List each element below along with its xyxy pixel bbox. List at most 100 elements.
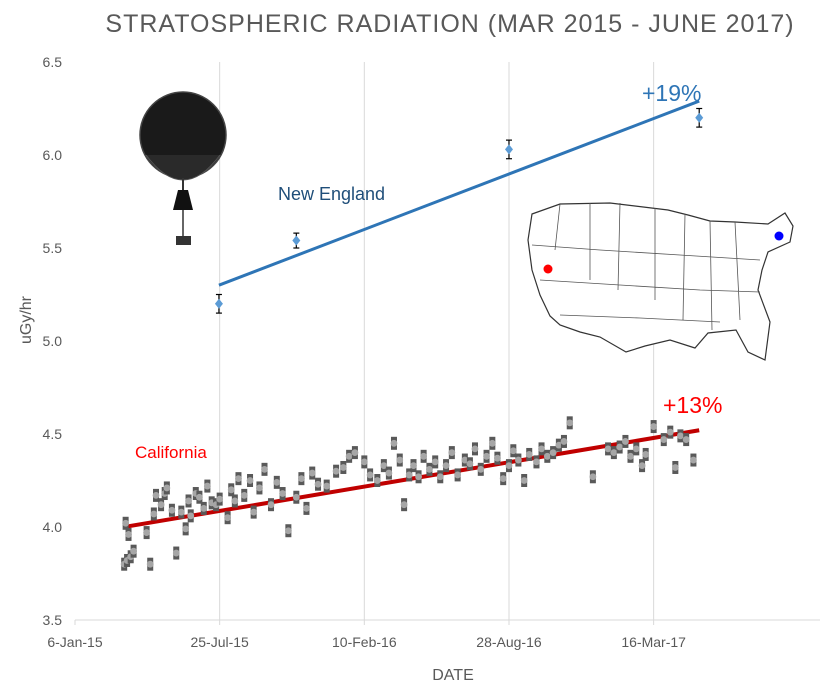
new-england-label: New England [278,184,385,204]
california-point [203,482,211,490]
x-tick-label: 25-Jul-15 [190,634,249,650]
california-point [385,469,393,477]
california-point [303,505,310,512]
california-point [622,438,629,445]
california-point [616,443,624,451]
california-point [642,451,650,458]
california-point [177,508,185,516]
california-point [187,512,195,520]
california-point [240,491,248,499]
california-point [533,458,540,466]
x-tick-label: 10-Feb-16 [332,634,397,650]
california-point [505,462,513,470]
california-point [477,465,485,473]
california-point [525,451,533,458]
california-point [185,497,192,505]
california-point [690,456,697,464]
california-change-label: +13% [663,392,722,418]
new-england-point [695,112,704,123]
y-tick-label: 5.5 [43,240,63,256]
california-point [471,445,479,453]
california-point [314,480,322,488]
california-point [543,452,551,460]
y-axis-ticks: 3.5 4.0 4.5 5.0 5.5 6.0 6.5 [43,54,63,628]
new-england-marker [774,231,784,241]
x-tick-label: 6-Jan-15 [47,634,102,650]
california-point [366,471,374,479]
california-point [442,462,450,470]
california-point [390,439,398,447]
california-point [627,452,634,460]
california-point [420,452,428,460]
california-point [448,449,456,456]
california-point [410,462,417,470]
x-axis-label: DATE [432,667,473,684]
california-point [150,510,158,518]
california-point [267,501,275,509]
california-point [146,560,154,568]
california-point [405,471,413,479]
california-point [360,458,368,466]
california-point [632,445,640,453]
california-point [163,484,171,492]
california-point [273,478,281,486]
california-point [200,505,208,512]
california-point [396,456,404,464]
california-point [566,419,574,427]
california-point [400,501,408,509]
california-point [431,458,439,466]
y-tick-label: 4.5 [43,426,63,442]
california-point [426,465,433,473]
california-point [660,436,668,443]
california-point [125,531,132,538]
california-point [494,454,501,462]
california-point [555,441,563,449]
us-map-icon [527,202,794,361]
california-point [231,497,239,505]
california-point [610,449,618,456]
new-england-point [504,144,513,155]
california-point [650,423,658,430]
california-point [279,490,286,497]
california-point [466,460,474,468]
chart-title: STRATOSPHERIC RADIATION (MAR 2015 - JUNE… [105,10,794,38]
california-point [560,438,568,445]
california-point [256,484,263,492]
new-england-trend-line [218,99,700,287]
california-point [671,464,679,471]
y-tick-label: 6.0 [43,147,63,163]
california-point [604,445,612,453]
california-point [122,519,130,527]
california-point [514,456,522,464]
california-point [339,464,347,471]
x-axis-ticks: 6-Jan-15 25-Jul-15 10-Feb-16 28-Aug-16 16-Ma… [47,620,686,650]
vertical-gridlines [219,62,655,620]
california-point [196,493,203,501]
california-point [666,428,674,436]
california-point [323,482,331,490]
california-point [297,475,305,483]
y-tick-label: 4.0 [43,519,63,535]
california-marker [543,264,553,274]
california-point [488,439,496,447]
y-tick-label: 5.0 [43,333,63,349]
california-point [250,508,258,516]
y-tick-label: 6.5 [43,54,63,70]
california-point [216,495,224,503]
california-point [538,445,545,453]
california-point [483,452,490,460]
california-point [130,547,137,555]
california-point [308,469,316,477]
california-point [509,447,517,455]
california-point [168,506,176,514]
california-point [246,477,254,484]
california-point [682,436,690,443]
california-point [380,462,388,470]
california-point [461,456,469,464]
california-point [549,449,557,456]
california-point [677,432,684,440]
balloon-icon [139,91,227,245]
california-point [520,477,528,484]
